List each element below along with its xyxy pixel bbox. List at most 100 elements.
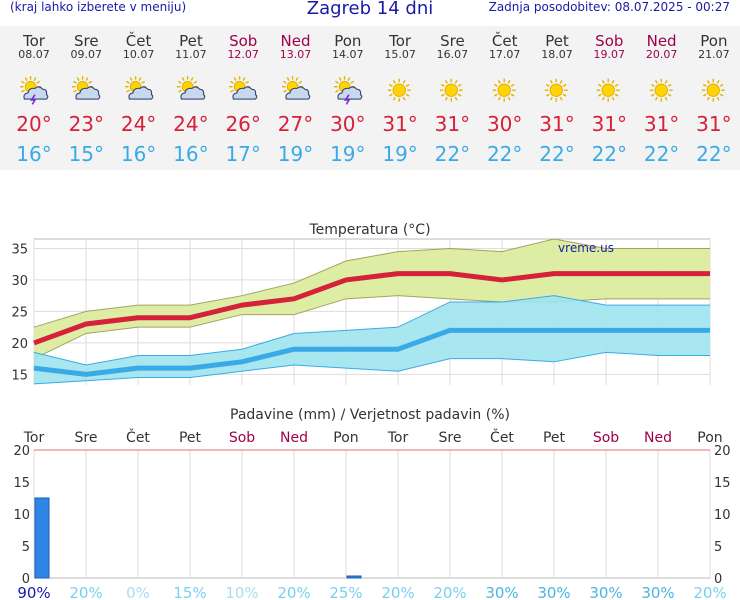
min-temperature: 16°	[120, 142, 157, 166]
y-tick-label: 30	[11, 274, 28, 289]
min-temperature: 17°	[225, 142, 261, 166]
day-date: 10.07	[122, 48, 155, 61]
max-temperature: 31°	[434, 112, 471, 136]
day-column: Sre 16.07 31° 22°	[426, 26, 478, 170]
min-temperature: 22°	[643, 142, 680, 166]
day-date: 09.07	[70, 48, 103, 61]
day-column: Pet 11.07 24° 16°	[165, 26, 217, 170]
sun-icon	[438, 76, 468, 106]
watermark: vreme.us	[558, 241, 614, 255]
precipitation-probability: 90%	[17, 584, 50, 600]
max-temperature: 31°	[696, 112, 732, 136]
max-temperature-band	[34, 239, 710, 359]
day-column: Čet 10.07 24° 16°	[113, 26, 165, 170]
day-name: Tor	[389, 32, 412, 50]
cloud-sun-icon	[72, 76, 102, 106]
day-column: Ned 13.07 27° 19°	[270, 26, 322, 170]
precipitation-probability: 30%	[485, 584, 518, 600]
day-name: Pet	[545, 32, 569, 50]
last-update: Zadnja posodobitev: 08.07.2025 - 00:27	[488, 0, 730, 14]
plot-area	[33, 449, 711, 579]
day-name: Sre	[440, 32, 465, 50]
band-lower-edge	[33, 295, 710, 360]
cloud-sun-icon	[124, 76, 155, 106]
x-tick-label: Tor	[387, 430, 409, 446]
x-tick-label: Čet	[490, 428, 514, 446]
max-temperature: 24°	[173, 112, 209, 136]
x-tick-label: Čet	[126, 428, 150, 446]
y-tick-label-left: 5	[22, 540, 30, 555]
day-column: Pet 18.07 31° 22°	[531, 26, 583, 170]
sun-icon	[648, 76, 678, 106]
min-temperature: 16°	[16, 142, 52, 166]
sun-icon	[543, 76, 573, 106]
precipitation-bar	[34, 497, 50, 579]
precipitation-probability: 30%	[537, 584, 570, 600]
band-upper-edge	[33, 295, 710, 366]
precipitation-probability: 0%	[126, 584, 150, 600]
y-tick-label-left: 15	[13, 476, 30, 491]
min-temperature-band	[34, 295, 710, 384]
day-column: Tor 15.07 31° 19°	[374, 26, 426, 170]
day-name: Pon	[334, 32, 362, 50]
precipitation-bar	[346, 575, 362, 579]
x-tick-label: Pon	[697, 430, 722, 446]
max-temperature: 23°	[68, 112, 105, 136]
y-tick-label: 35	[11, 242, 28, 257]
chart-title: Temperatura (°C)	[308, 222, 430, 238]
cloud-sun-icon	[281, 76, 312, 106]
precipitation-probability: 30%	[641, 584, 674, 600]
x-tick-label: Tor	[23, 430, 45, 446]
precipitation-probability: 20%	[381, 584, 414, 600]
min-temperature: 15°	[68, 142, 105, 166]
chart-title: Padavine (mm) / Verjetnost padavin (%)	[230, 407, 510, 423]
day-name: Pet	[179, 32, 203, 50]
x-tick-label: Ned	[644, 430, 672, 446]
day-column: Čet 17.07 30° 22°	[479, 26, 531, 170]
cloud-sun-icon	[176, 76, 207, 106]
y-tick-label-right: 15	[714, 476, 731, 491]
x-tick-label: Sre	[75, 430, 98, 446]
day-date: 21.07	[698, 48, 730, 61]
day-date: 14.07	[332, 48, 364, 61]
sun-icon	[386, 76, 416, 106]
y-tick-label-right: 0	[714, 572, 722, 587]
precipitation-probability: 10%	[225, 584, 258, 600]
sun-icon	[491, 76, 521, 106]
day-date: 20.07	[645, 48, 678, 61]
max-temperature: 26°	[225, 112, 261, 136]
max-temperature: 30°	[330, 112, 366, 136]
day-column: Sre 09.07 23° 15°	[60, 26, 112, 170]
day-column: Pon 14.07 30° 19°	[322, 26, 374, 170]
min-temperature: 19°	[382, 142, 418, 166]
band-lower-edge	[33, 351, 710, 385]
min-temperature: 22°	[696, 142, 732, 166]
temperature-chart: 15 20 25 30 35 Temperatura (°C) vreme.us	[11, 222, 711, 385]
x-tick-label: Sob	[229, 430, 255, 446]
x-tick-label: Sob	[593, 430, 619, 446]
x-tick-label: Pet	[543, 430, 566, 446]
storm-sun-icon	[333, 76, 364, 106]
header-left-note: (kraj lahko izberete v meniju)	[10, 0, 187, 14]
max-temperature: 20°	[16, 112, 52, 136]
day-name: Sre	[74, 32, 99, 50]
day-column: Ned 20.07 31° 22°	[636, 26, 688, 170]
min-temperature: 22°	[486, 142, 523, 166]
precipitation-probability: 15%	[173, 584, 206, 600]
y-tick-label: 20	[11, 337, 28, 352]
day-date: 19.07	[593, 48, 626, 61]
precipitation-probability: 30%	[589, 584, 622, 600]
day-name: Sob	[229, 32, 258, 50]
day-date: 11.07	[175, 48, 207, 61]
day-column: Sob 12.07 26° 17°	[217, 26, 269, 170]
min-temperature: 22°	[539, 142, 575, 166]
x-tick-label: Sre	[439, 430, 462, 446]
storm-sun-icon	[20, 76, 50, 106]
day-name: Sob	[595, 32, 624, 50]
day-column: Pon 21.07 31° 22°	[688, 26, 740, 170]
max-temperature: 24°	[120, 112, 157, 136]
band-upper-edge	[33, 238, 710, 328]
precipitation-chart: Padavine (mm) / Verjetnost padavin (%) 0 0…	[13, 407, 731, 600]
daily-forecast-strip: Tor 08.07 20° 16° Sre 09.07 23° 15° Čet 10.07 24° 1…	[0, 26, 740, 170]
day-date: 18.07	[541, 48, 573, 61]
